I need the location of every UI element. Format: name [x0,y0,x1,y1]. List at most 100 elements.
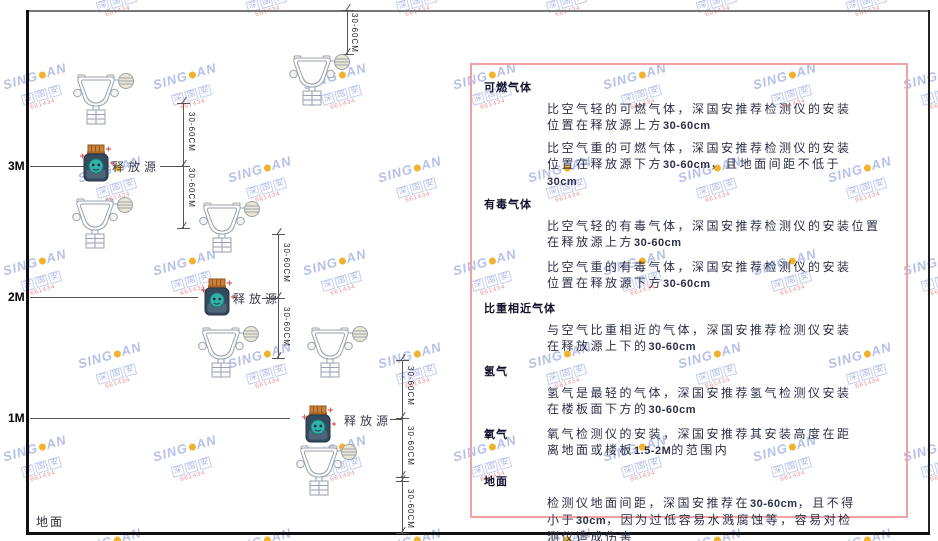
section-heading-oxygen: 氧气 [484,429,508,441]
section-oxygen-row: 氧气 氧气检测仪的安装，深国安推荐其安装高度在距 离地面或楼板1.5-2M的范围… [482,418,888,459]
brand-dot-icon [187,442,197,452]
leader-line-1m-dim [390,419,402,420]
watermark-boxed-text: 深国安 [94,346,178,386]
section-paragraph: 与空气比重相近的气体，深国安推荐检测仪安装 在释放源上下的30-60cm [547,323,852,353]
section-paragraph: 氧气检测仪的安装，深国安推荐其安装高度在距 离地面或楼板1.5-2M的范围内 [547,427,852,457]
brand-dot-icon [112,349,122,359]
watermark-boxed-text: 深国安 [0,346,28,386]
watermark-code: 661434 [929,97,938,111]
dim-tick [272,358,285,359]
dim-tick [177,166,190,167]
dim-tick [396,360,409,361]
dim-label: 30-60CM [406,366,415,406]
dim-label: 30-60CM [350,13,359,53]
watermark-boxed-text: 深国安 [394,160,478,200]
section-paragraph: 比空气重的有毒气体，深国安推荐检测仪的安装 位置在释放源下方30-60cm [547,260,852,290]
brand-dot-icon [337,256,347,266]
dim-label: 30-60CM [406,489,415,529]
brand-dot-icon [412,535,422,541]
brand-dot-icon [262,535,272,541]
gas-detector-icon [198,198,262,254]
brand-dot-icon [37,442,47,452]
section-paragraph: 氢气是最轻的气体，深国安推荐氢气检测仪安装 在楼板面下方的30-60cm [547,386,852,416]
watermark-code: 661434 [329,283,357,297]
dim-tick [396,418,409,419]
leader-line-3m [30,166,85,167]
watermark-boxed-text: 深国安 [19,253,103,293]
section-heading-flammable-gas: 可燃气体 [484,82,532,94]
gas-detector-icon [71,194,135,250]
dim-line-3m [177,103,190,229]
watermark-code: 661434 [254,190,282,204]
dim-tick [396,481,409,482]
release-source-label: 释放源 [344,414,393,428]
watermark-code: 661434 [929,469,938,483]
dim-line-1m [396,360,409,534]
leader-line-2m-dim [262,298,278,299]
height-label-3m: 3M [8,159,25,173]
release-source-label: 释放源 [233,292,282,306]
leader-line-3m-dim [160,166,183,167]
brand-dot-icon [187,256,197,266]
dim-label: 30-60CM [282,243,291,283]
section-heading-hydrogen: 氢气 [484,366,508,378]
dim-tick [177,228,190,229]
dim-tick [272,234,285,235]
dim-tick [341,10,354,11]
guideline-panel: 可燃气体 比空气轻的可燃气体，深国安推荐检测仪的安装 位置在释放源上方30-60… [470,63,908,541]
section-paragraph: 比空气轻的可燃气体，深国安推荐检测仪的安装 位置在释放源上方30-60cm [547,102,852,132]
watermark-boxed-text: 深国安 [19,439,103,479]
brand-dot-icon [412,349,422,359]
section-paragraph: 比空气轻的有毒气体，深国安推荐检测仪的安装位置 在释放源上方30-60cm [547,219,881,249]
dim-line-ceiling [341,10,354,55]
gas-detector-icon [288,51,352,107]
right-wall-line [928,10,930,535]
dim-tick [396,533,409,534]
brand-dot-icon [412,163,422,173]
height-label-2m: 2M [8,290,25,304]
brand-dot-icon [37,256,47,266]
watermark-code: 661434 [29,283,57,297]
ground-line [26,532,930,535]
gas-detector-icon [72,70,136,126]
release-source-icon [299,404,337,446]
release-source-label: 释放源 [112,160,161,174]
gas-detector-icon [306,323,370,379]
dim-label: 30-60CM [406,426,415,466]
section-paragraph: 检测仪地面间距，深国安推荐在30-60cm，且不得 小于30cm，因为过低容易水… [547,496,856,541]
watermark-code: 661434 [29,469,57,483]
release-source-icon [198,277,236,319]
watermark-boxed-text: 深国安 [244,160,328,200]
dim-label: 30-60CM [187,168,196,208]
brand-dot-icon [187,70,197,80]
watermark-code: 661434 [179,97,207,111]
gas-detector-icon [295,441,359,497]
dim-label: 30-60CM [187,112,196,152]
brand-dot-icon [37,70,47,80]
leader-line-1m [30,418,290,419]
watermark-code: 661434 [179,469,207,483]
watermark-boxed-text: 深国安 [319,253,403,293]
watermark-code: 661434 [929,283,938,297]
brand-dot-icon [262,163,272,173]
